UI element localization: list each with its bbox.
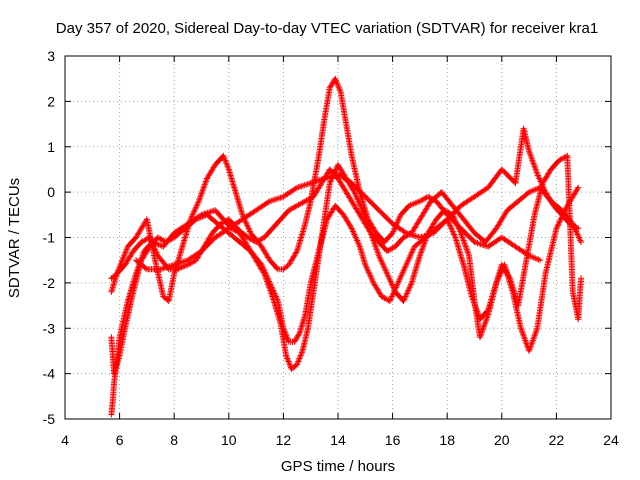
y-axis-label: SDTVAR / TECUs: [6, 178, 23, 298]
grid: [65, 56, 611, 419]
axis-ticks: [64, 55, 612, 420]
y-tick-label: -3: [43, 320, 56, 336]
y-tick-label: 1: [47, 139, 55, 155]
x-tick-label: 12: [276, 432, 292, 448]
series-track-e: [133, 125, 582, 273]
y-tick-label: 0: [47, 184, 55, 200]
x-tick-label: 22: [549, 432, 565, 448]
series-track-b: [108, 166, 584, 282]
y-tick-label: -2: [43, 275, 56, 291]
x-tick-label: 24: [603, 432, 619, 448]
x-tick-label: 4: [61, 432, 69, 448]
y-tick-label: -5: [43, 411, 56, 427]
y-tick-label: -1: [43, 230, 56, 246]
x-tick-label: 16: [385, 432, 401, 448]
y-tick-label: 2: [47, 93, 55, 109]
x-tick-label: 6: [116, 432, 124, 448]
data-point-trail: [108, 153, 584, 416]
y-tick-label: 3: [47, 48, 55, 64]
x-axis-label: GPS time / hours: [281, 458, 395, 475]
x-tick-label: 18: [439, 432, 455, 448]
series-track-d: [108, 152, 584, 418]
data-point-trail: [134, 127, 580, 273]
x-tick-label: 14: [330, 432, 346, 448]
x-tick-label: 10: [221, 432, 237, 448]
x-tick-label: 8: [170, 432, 178, 448]
chart-title: Day 357 of 2020, Sidereal Day-to-day VTE…: [56, 20, 598, 37]
x-tick-labels: 4 6 8 10 12 14 16 18 20 22 24: [61, 432, 619, 448]
data-points: [108, 75, 584, 418]
y-tick-label: -4: [43, 366, 56, 382]
x-tick-label: 20: [494, 432, 510, 448]
y-tick-labels: 3 2 1 0 -1 -2 -3 -4 -5: [43, 48, 56, 427]
